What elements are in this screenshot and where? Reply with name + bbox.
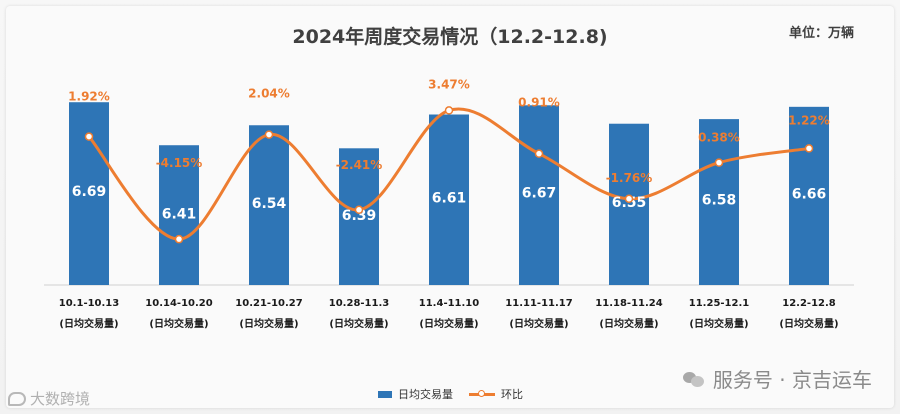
- x-tick-label: 10.1-10.13: [59, 298, 119, 309]
- x-tick-label: 11.4-11.10: [419, 298, 479, 309]
- line-value-label: -2.41%: [336, 158, 383, 172]
- bar: [249, 125, 289, 285]
- x-tick-sublabel: (日均交易量): [779, 317, 838, 330]
- bar-value-label: 6.69: [72, 184, 107, 200]
- line-point: [624, 194, 634, 204]
- line-value-label: 0.91%: [518, 96, 560, 110]
- x-tick-sublabel: (日均交易量): [149, 317, 208, 330]
- bar: [429, 114, 469, 285]
- x-tick-sublabel: (日均交易量): [599, 317, 658, 330]
- wechat-icon: [682, 370, 705, 388]
- x-tick-sublabel: (日均交易量): [59, 317, 118, 330]
- x-tick-label: 10.21-10.27: [235, 298, 302, 309]
- x-tick-sublabel: (日均交易量): [329, 317, 388, 330]
- legend-bar-label: 日均交易量: [398, 388, 453, 401]
- bar: [609, 123, 649, 285]
- line-point: [444, 106, 454, 115]
- bar-value-label: 6.58: [702, 193, 737, 209]
- x-tick-sublabel: (日均交易量): [419, 317, 478, 330]
- line-point: [804, 144, 814, 153]
- chart-title: 2024年周度交易情况（12.2-12.8): [292, 26, 608, 48]
- line-point: [264, 130, 274, 139]
- line-value-label: 1.22%: [788, 113, 830, 127]
- bar-value-label: 6.67: [522, 186, 557, 202]
- series-line-环比: [87, 107, 810, 241]
- bar: [699, 119, 739, 285]
- bar: [789, 106, 829, 285]
- x-tick-label: 11.18-11.24: [595, 298, 662, 309]
- bar-value-label: 6.61: [432, 190, 467, 206]
- line-value-label: 2.04%: [248, 87, 290, 101]
- x-tick-label: 11.25-12.1: [689, 298, 749, 309]
- bar-value-label: 6.41: [162, 206, 197, 222]
- watermark-left: 大数跨境: [8, 388, 90, 409]
- legend-line-swatch: [469, 389, 495, 397]
- line-point: [714, 158, 724, 167]
- bar-value-label: 6.66: [792, 186, 827, 202]
- line-value-label: -4.15%: [156, 156, 203, 170]
- bar: [159, 145, 199, 285]
- line-point: [354, 205, 364, 215]
- line-value-label: 1.92%: [68, 90, 110, 104]
- line-value-label: -1.76%: [606, 171, 653, 185]
- bar-value-label: 6.54: [252, 196, 287, 212]
- unit-label: 单位：万辆: [788, 26, 854, 41]
- x-tick-label: 10.28-11.3: [329, 298, 389, 309]
- x-tick-sublabel: (日均交易量): [239, 317, 298, 330]
- legend-bar-swatch: [378, 390, 392, 398]
- x-tick-label: 10.14-10.20: [145, 298, 212, 309]
- x-tick-label: 12.2-12.8: [782, 298, 836, 309]
- line-point: [84, 132, 94, 141]
- x-tick-label: 11.11-11.17: [505, 298, 572, 309]
- watermark-right-text: 服务号 · 京吉运车: [712, 368, 872, 392]
- bar-value-label: 6.39: [342, 208, 377, 224]
- line-value-label: 3.47%: [428, 77, 470, 91]
- bar: [519, 105, 559, 286]
- brand-logo-icon: [8, 391, 26, 406]
- watermark-right: 服务号 · 京吉运车: [682, 364, 872, 393]
- bar: [339, 148, 379, 285]
- x-tick-sublabel: (日均交易量): [509, 317, 568, 330]
- x-tick-sublabel: (日均交易量): [689, 317, 748, 330]
- legend-line-label: 环比: [501, 388, 523, 401]
- line-value-label: 0.38%: [698, 131, 740, 145]
- bar-value-label: 6.55: [612, 195, 647, 211]
- watermark-left-text: 大数跨境: [30, 390, 91, 408]
- line-point: [174, 234, 184, 244]
- legend: 日均交易量 环比: [378, 386, 523, 402]
- line-point: [534, 149, 544, 158]
